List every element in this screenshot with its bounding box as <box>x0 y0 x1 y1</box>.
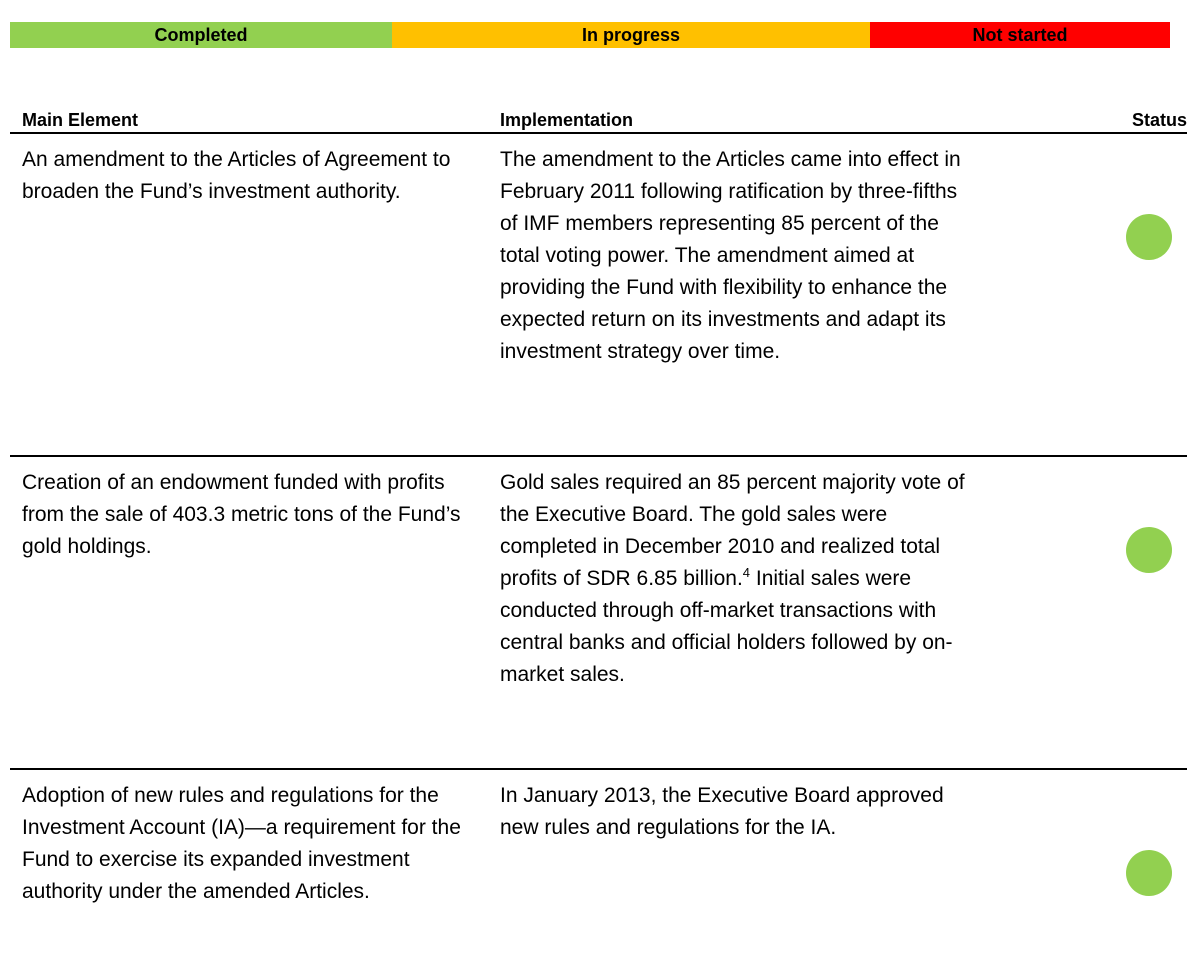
header-main: Main Element <box>22 110 139 130</box>
status-dot <box>1126 527 1172 573</box>
footnote: 4 <box>742 565 751 580</box>
status-dot <box>1126 214 1172 260</box>
implementation: Gold sales required an 85 percent majori… <box>500 467 970 691</box>
legend-in-progress: In progress <box>392 22 870 48</box>
table-row: Adoption of new rules and regulations fo… <box>10 768 1187 970</box>
implementation: The amendment to the Articles came into … <box>500 148 961 363</box>
header-implementation: Implementation <box>500 110 634 130</box>
status-dot <box>1126 850 1172 896</box>
implementation: In January 2013, the Executive Board app… <box>500 784 944 839</box>
implementation-text: Initial sales were conducted through off… <box>500 567 953 686</box>
main-element: An amendment to the Articles of Agreemen… <box>22 148 451 203</box>
legend-not-started: Not started <box>870 22 1170 48</box>
main-element: Creation of an endowment funded with pro… <box>22 471 461 558</box>
table-row: Creation of an endowment funded with pro… <box>10 455 1187 768</box>
main-element: Adoption of new rules and regulations fo… <box>22 784 461 903</box>
page: {"legend": ["Completed", "In progress", … <box>10 22 1187 903</box>
implementation-text: Gold sales required an 85 percent majori… <box>500 471 965 590</box>
legend-completed: Completed <box>10 22 392 48</box>
table-row: An amendment to the Articles of Agreemen… <box>10 132 1187 455</box>
header-status: Status <box>1131 110 1187 130</box>
